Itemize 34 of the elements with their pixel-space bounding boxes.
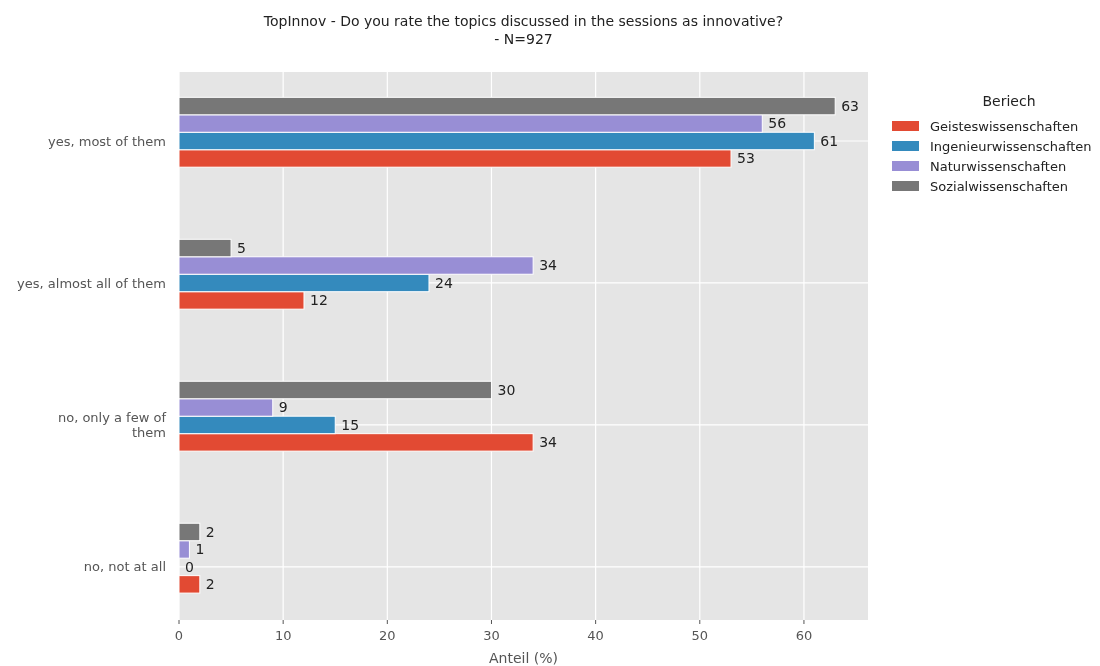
data-label: 15	[341, 416, 360, 433]
x-tick-label: 40	[587, 628, 604, 643]
data-label: 56	[768, 115, 787, 132]
data-label: 12	[309, 292, 328, 309]
x-axis-title: Anteil (%)	[488, 650, 559, 666]
y-tick-label: yes, most of them	[47, 133, 166, 149]
legend-label: Ingenieurwissenschaften	[930, 138, 1092, 154]
x-tick-label: 20	[379, 628, 396, 643]
data-label: 2	[205, 576, 215, 593]
legend-title: Beriech	[982, 93, 1036, 109]
data-label: 0	[185, 558, 194, 575]
data-label: 61	[820, 132, 839, 149]
data-label: 1	[195, 541, 205, 558]
data-label: 5	[237, 239, 246, 256]
data-label: 9	[278, 399, 288, 416]
legend-label: Geisteswissenschaften	[930, 118, 1079, 134]
legend-label: Naturwissenschaften	[930, 158, 1067, 174]
x-tick-label: 30	[483, 628, 500, 643]
data-label: 24	[434, 274, 453, 291]
x-tick-label: 0	[174, 628, 184, 643]
y-tick-label: yes, almost all of them	[17, 275, 166, 291]
data-label: 53	[737, 150, 755, 167]
chart-title: TopInnov - Do you rate the topics discussed in the sessions as innovative? - N=927	[262, 13, 784, 47]
x-tick-label: 60	[795, 628, 813, 643]
data-label: 30	[497, 381, 516, 398]
data-label: 63	[841, 97, 860, 114]
data-label: 34	[539, 257, 558, 274]
x-tick-label: 10	[274, 628, 292, 643]
x-tick-label: 50	[691, 628, 709, 643]
data-label: 2	[205, 523, 215, 540]
data-label: 34	[539, 434, 558, 451]
legend-label: Sozialwissenschaften	[930, 178, 1069, 194]
y-tick-label: no, not at all	[83, 559, 166, 575]
y-tick-label: no, only a few of them	[57, 409, 167, 441]
